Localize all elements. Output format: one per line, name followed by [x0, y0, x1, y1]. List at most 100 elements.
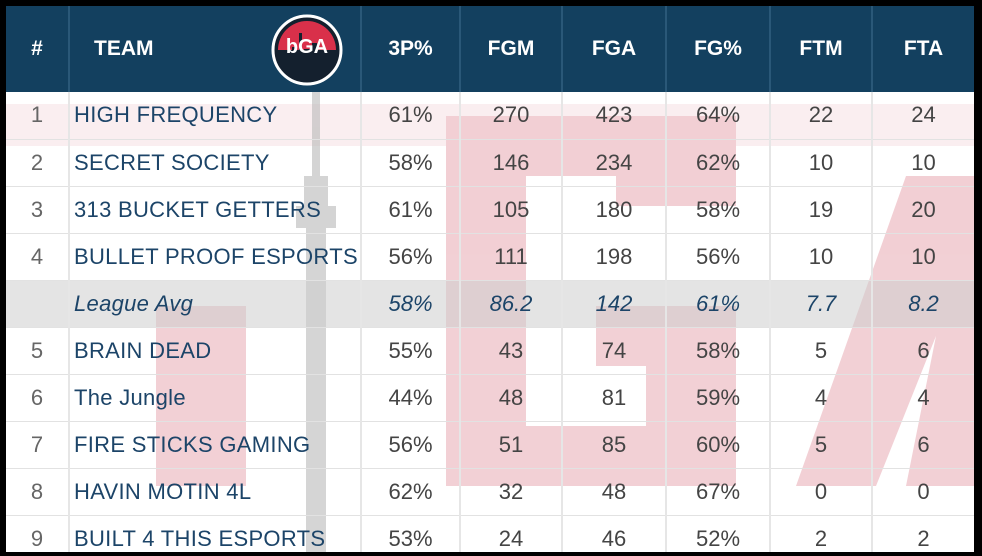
ftm-cell: 22: [769, 92, 872, 140]
league-avg-row: League Avg 58% 86.2 142 61% 7.7 8.2: [6, 280, 974, 328]
table-row: 4 BULLET PROOF ESPORTS 56% 111 198 56% 1…: [6, 233, 974, 281]
ftm-cell: 10: [769, 233, 872, 281]
rank-cell: 8: [6, 468, 69, 516]
team-name-cell: FIRE STICKS GAMING: [68, 421, 361, 469]
fta-cell: 2: [871, 515, 974, 552]
fgm-cell: 32: [459, 468, 562, 516]
ftm-cell: 4: [769, 374, 872, 422]
header-3p-pct[interactable]: 3P%: [360, 6, 460, 92]
fga-cell: 198: [561, 233, 666, 281]
fgm-cell: 270: [459, 92, 562, 140]
fg-pct-cell: 60%: [665, 421, 770, 469]
fgm-cell: 105: [459, 186, 562, 234]
table-row: 9 BUILT 4 THIS ESPORTS 53% 24 46 52% 2 2: [6, 515, 974, 552]
fta-cell: 6: [871, 421, 974, 469]
fg-pct-cell: 62%: [665, 139, 770, 187]
fgm-cell: 51: [459, 421, 562, 469]
team-name-cell: The Jungle: [68, 374, 361, 422]
rank-cell: 2: [6, 139, 69, 187]
fta-cell: 10: [871, 139, 974, 187]
fga-cell: 234: [561, 139, 666, 187]
table-row: 3 313 BUCKET GETTERS 61% 105 180 58% 19 …: [6, 186, 974, 234]
header-ftm[interactable]: FTM: [769, 6, 872, 92]
fg-pct-cell: 64%: [665, 92, 770, 140]
team-name-cell: HIGH FREQUENCY: [68, 92, 361, 140]
header-rank[interactable]: #: [6, 6, 69, 92]
fgm-cell: 146: [459, 139, 562, 187]
fga-cell: 74: [561, 327, 666, 375]
header-fta[interactable]: FTA: [871, 6, 974, 92]
fta-cell: 24: [871, 92, 974, 140]
rank-cell: 5: [6, 327, 69, 375]
rank-cell: 3: [6, 186, 69, 234]
ftm-cell: 7.7: [769, 280, 872, 328]
fta-cell: 6: [871, 327, 974, 375]
table-row: 2 SECRET SOCIETY 58% 146 234 62% 10 10: [6, 139, 974, 187]
ftm-cell: 0: [769, 468, 872, 516]
fga-cell: 81: [561, 374, 666, 422]
fg-pct-cell: 58%: [665, 327, 770, 375]
fgm-cell: 24: [459, 515, 562, 552]
league-avg-label: League Avg: [68, 280, 361, 328]
team-name-cell: BRAIN DEAD: [68, 327, 361, 375]
3p-pct-cell: 56%: [360, 233, 460, 281]
rank-cell: 4: [6, 233, 69, 281]
3p-pct-cell: 58%: [360, 139, 460, 187]
table-row: 1 HIGH FREQUENCY 61% 270 423 64% 22 24: [6, 92, 974, 140]
fgm-cell: 48: [459, 374, 562, 422]
3p-pct-cell: 61%: [360, 92, 460, 140]
ftm-cell: 5: [769, 327, 872, 375]
table-row: 7 FIRE STICKS GAMING 56% 51 85 60% 5 6: [6, 421, 974, 469]
svg-text:bGA: bGA: [286, 36, 328, 58]
fg-pct-cell: 61%: [665, 280, 770, 328]
3p-pct-cell: 61%: [360, 186, 460, 234]
team-name-cell: BUILT 4 THIS ESPORTS: [68, 515, 361, 552]
fgm-cell: 111: [459, 233, 562, 281]
fta-cell: 20: [871, 186, 974, 234]
fga-cell: 142: [561, 280, 666, 328]
stats-frame: # TEAM bGA: [6, 6, 974, 552]
header-team[interactable]: TEAM bGA: [68, 6, 361, 92]
table-row: 6 The Jungle 44% 48 81 59% 4 4: [6, 374, 974, 422]
header-fgm[interactable]: FGM: [459, 6, 562, 92]
rank-cell: 9: [6, 515, 69, 552]
fg-pct-cell: 52%: [665, 515, 770, 552]
3p-pct-cell: 53%: [360, 515, 460, 552]
fg-pct-cell: 58%: [665, 186, 770, 234]
fga-cell: 85: [561, 421, 666, 469]
3p-pct-cell: 55%: [360, 327, 460, 375]
table-row: 5 BRAIN DEAD 55% 43 74 58% 5 6: [6, 327, 974, 375]
fga-cell: 423: [561, 92, 666, 140]
rank-cell: 1: [6, 92, 69, 140]
fga-cell: 48: [561, 468, 666, 516]
stats-table: # TEAM bGA: [6, 6, 974, 552]
team-name-cell: HAVIN MOTIN 4L: [68, 468, 361, 516]
ftm-cell: 19: [769, 186, 872, 234]
fg-pct-cell: 67%: [665, 468, 770, 516]
bga-logo: bGA: [271, 14, 343, 86]
rank-cell: 6: [6, 374, 69, 422]
3p-pct-cell: 62%: [360, 468, 460, 516]
fga-cell: 180: [561, 186, 666, 234]
fg-pct-cell: 59%: [665, 374, 770, 422]
header-fga[interactable]: FGA: [561, 6, 666, 92]
fta-cell: 4: [871, 374, 974, 422]
fta-cell: 0: [871, 468, 974, 516]
header-team-label: TEAM: [94, 37, 154, 60]
ftm-cell: 5: [769, 421, 872, 469]
header-fg-pct[interactable]: FG%: [665, 6, 770, 92]
header-row: # TEAM bGA: [6, 6, 974, 92]
rank-cell: [6, 280, 69, 328]
table-row: 8 HAVIN MOTIN 4L 62% 32 48 67% 0 0: [6, 468, 974, 516]
3p-pct-cell: 44%: [360, 374, 460, 422]
ftm-cell: 10: [769, 139, 872, 187]
fgm-cell: 86.2: [459, 280, 562, 328]
3p-pct-cell: 58%: [360, 280, 460, 328]
fta-cell: 8.2: [871, 280, 974, 328]
fta-cell: 10: [871, 233, 974, 281]
team-name-cell: SECRET SOCIETY: [68, 139, 361, 187]
fgm-cell: 43: [459, 327, 562, 375]
ftm-cell: 2: [769, 515, 872, 552]
3p-pct-cell: 56%: [360, 421, 460, 469]
team-name-cell: 313 BUCKET GETTERS: [68, 186, 361, 234]
